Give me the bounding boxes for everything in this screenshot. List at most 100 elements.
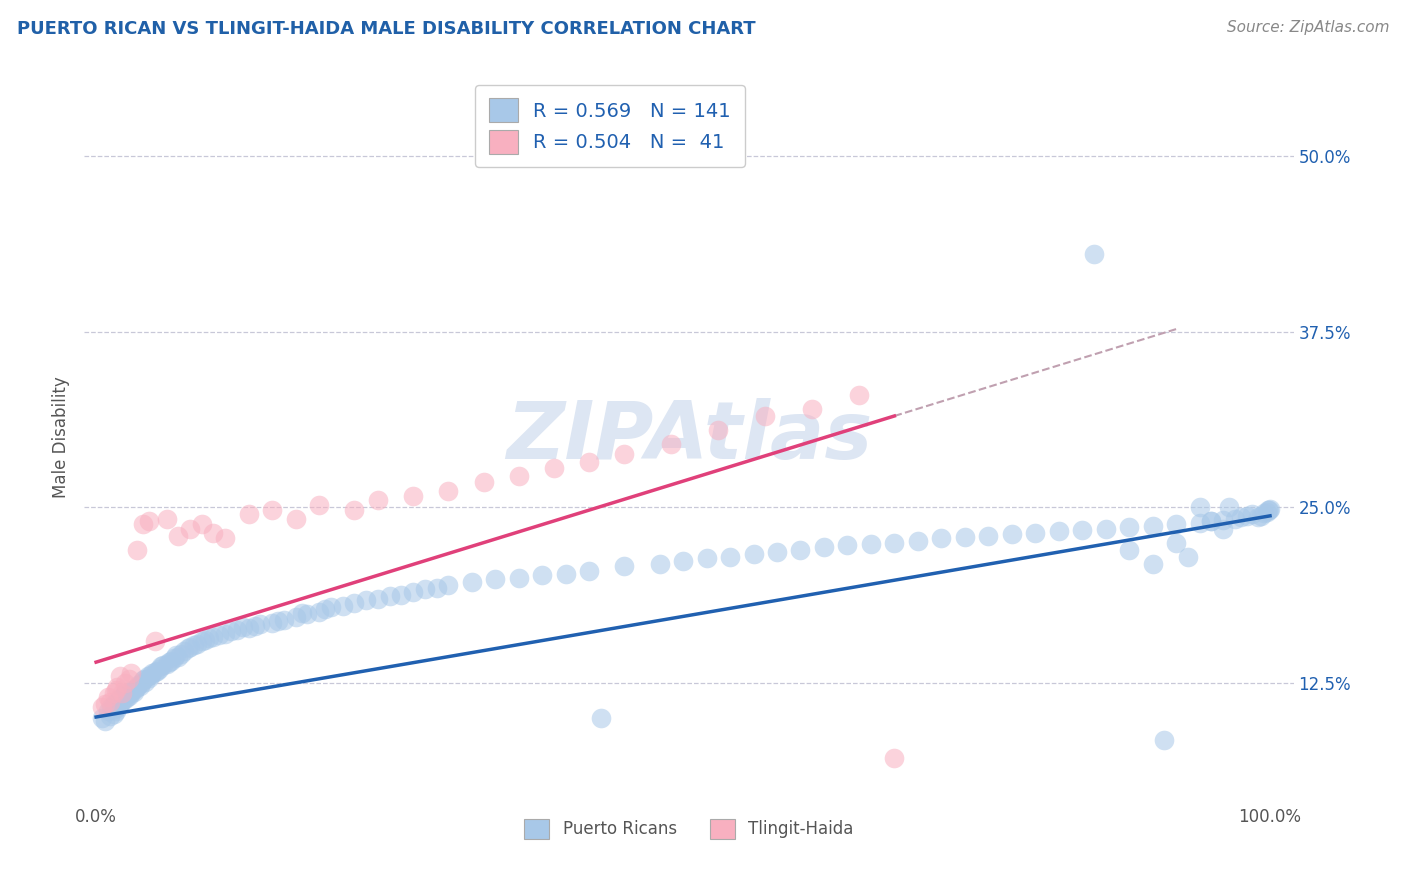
Point (157, 655, 180, 669)
Point (138, 671, 160, 685)
Point (378, 589, 401, 603)
Point (173, 644, 195, 658)
Point (1212, 513, 1234, 527)
Point (883, 751, 905, 765)
Point (837, 538, 859, 552)
Point (1236, 508, 1258, 523)
Point (117, 688, 139, 702)
Point (425, 581, 447, 595)
Point (103, 707, 125, 722)
Point (167, 528, 190, 542)
Point (578, 564, 600, 578)
Point (1201, 515, 1223, 529)
Point (98, 694, 121, 708)
Point (190, 634, 212, 648)
Point (1247, 510, 1270, 524)
Point (143, 665, 166, 679)
Point (1177, 549, 1199, 564)
Point (308, 605, 330, 619)
Point (127, 681, 149, 695)
Point (1047, 524, 1070, 539)
Point (152, 657, 174, 672)
Point (589, 711, 612, 725)
Point (290, 606, 312, 620)
Point (146, 664, 169, 678)
Point (104, 701, 127, 715)
Point (111, 686, 134, 700)
Point (1258, 501, 1281, 516)
Point (1083, 247, 1105, 261)
Point (672, 554, 695, 568)
Point (141, 666, 163, 681)
Point (1001, 527, 1024, 541)
Point (112, 689, 135, 703)
Point (121, 683, 143, 698)
Point (1166, 535, 1188, 549)
Point (262, 615, 284, 630)
Point (97, 690, 120, 705)
Y-axis label: Male Disability: Male Disability (52, 376, 70, 498)
Point (155, 511, 177, 525)
Point (273, 613, 295, 627)
Point (105, 705, 128, 719)
Point (160, 654, 183, 668)
Point (931, 532, 953, 546)
Point (543, 461, 565, 475)
Point (696, 551, 718, 566)
Point (105, 681, 128, 695)
Point (267, 615, 290, 629)
Point (179, 522, 201, 536)
Point (1256, 505, 1278, 519)
Point (148, 662, 170, 676)
Point (718, 549, 741, 564)
Point (1241, 508, 1264, 522)
Point (249, 617, 271, 632)
Point (343, 503, 366, 517)
Point (907, 534, 929, 549)
Point (859, 537, 882, 551)
Point (120, 666, 142, 681)
Point (1188, 516, 1211, 530)
Point (108, 691, 131, 706)
Point (1201, 515, 1223, 529)
Point (1212, 522, 1234, 536)
Point (141, 667, 163, 681)
Point (367, 591, 389, 606)
Point (389, 588, 412, 602)
Point (437, 578, 460, 592)
Point (284, 610, 307, 624)
Point (1257, 503, 1279, 517)
Point (118, 689, 141, 703)
Point (155, 657, 177, 671)
Point (613, 559, 636, 574)
Point (813, 540, 835, 554)
Point (1153, 732, 1175, 747)
Point (284, 511, 307, 525)
Point (134, 674, 156, 689)
Point (167, 649, 190, 664)
Point (202, 525, 225, 540)
Point (1142, 557, 1164, 571)
Point (977, 528, 1000, 542)
Point (413, 582, 436, 596)
Point (114, 686, 136, 700)
Point (127, 678, 149, 692)
Point (115, 690, 138, 705)
Point (103, 686, 125, 700)
Point (1188, 500, 1211, 515)
Point (1218, 500, 1240, 515)
Point (169, 647, 191, 661)
Point (1250, 508, 1272, 523)
Point (1118, 542, 1140, 557)
Point (238, 621, 260, 635)
Point (183, 638, 205, 652)
Point (194, 632, 217, 647)
Point (319, 600, 342, 615)
Point (114, 691, 136, 706)
Point (508, 469, 530, 483)
Point (94, 714, 117, 729)
Point (103, 698, 125, 712)
Point (132, 673, 155, 688)
Point (314, 601, 336, 615)
Point (186, 637, 208, 651)
